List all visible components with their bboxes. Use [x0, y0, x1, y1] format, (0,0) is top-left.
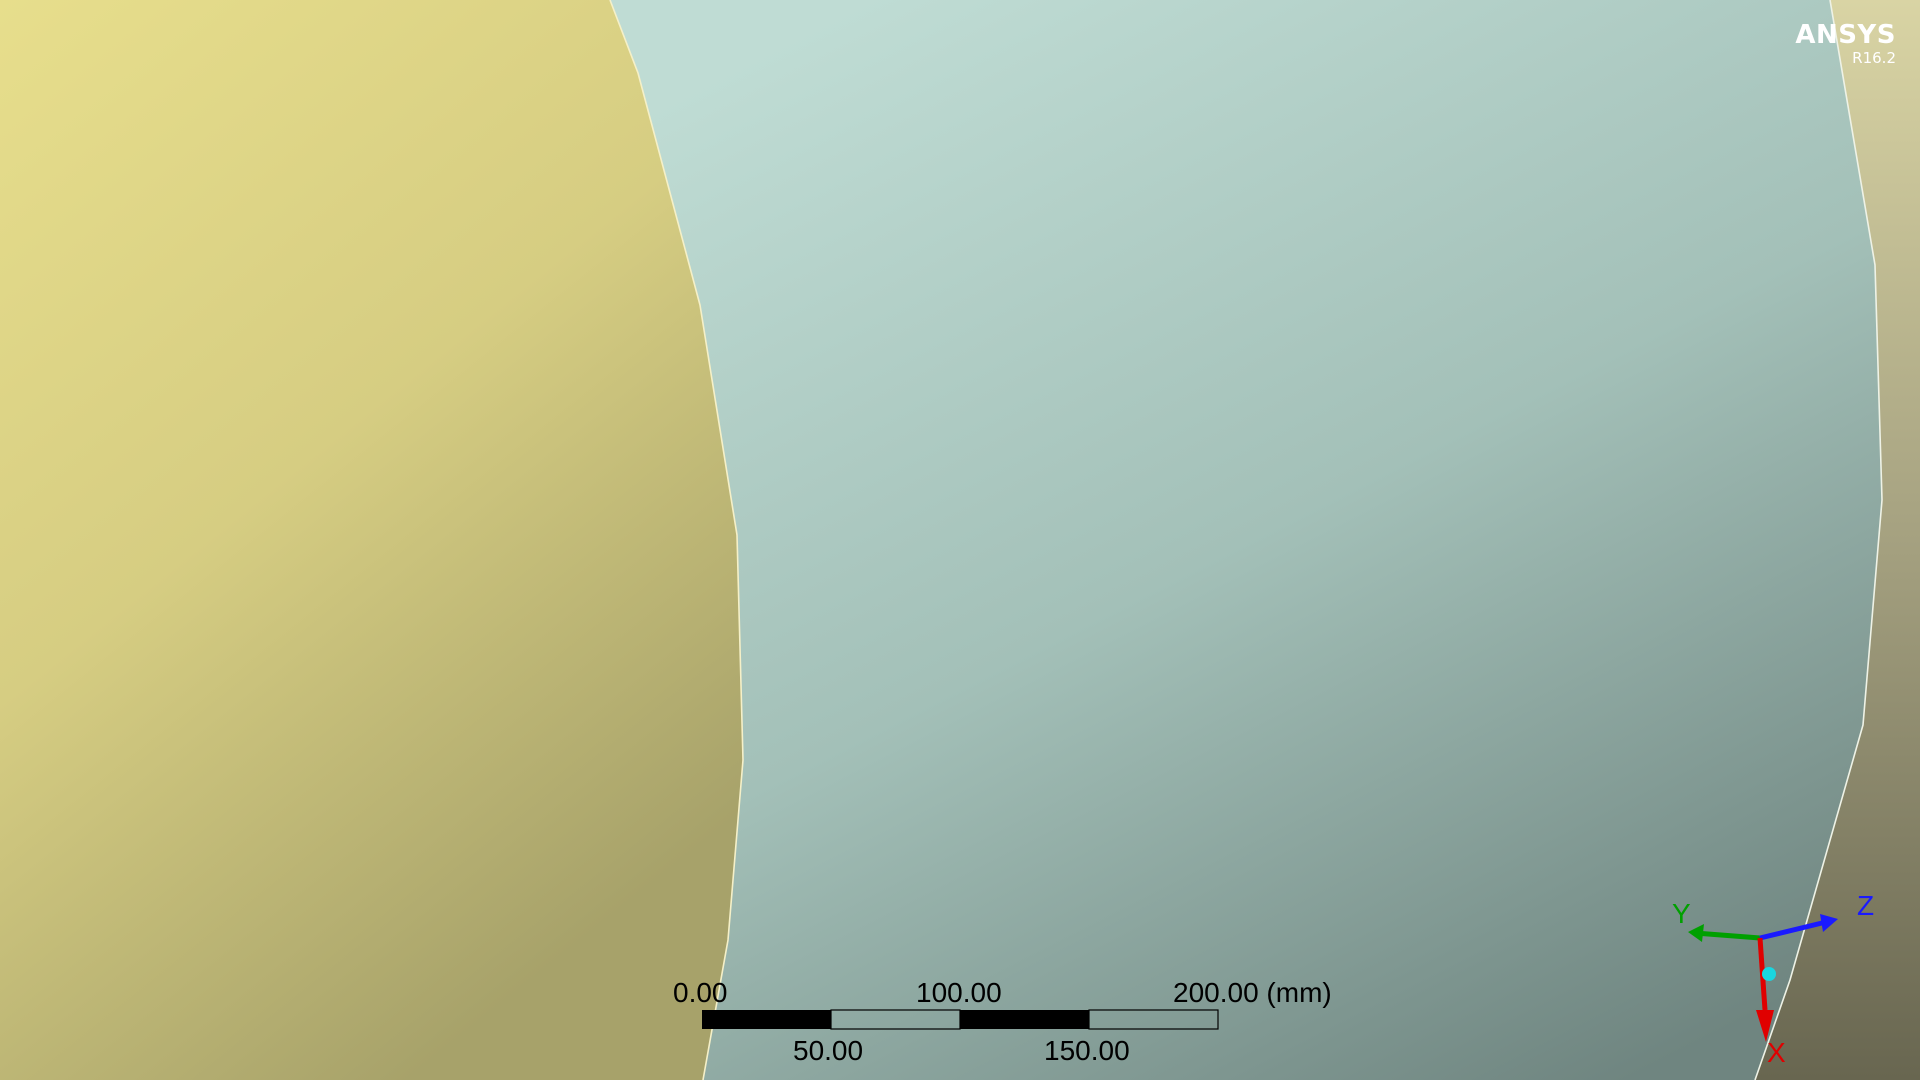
coordinate-triad[interactable]: Y Z X: [1650, 890, 1890, 1070]
scale-segment-4: [1088, 1009, 1219, 1030]
body-yellow[interactable]: [0, 0, 743, 1080]
scale-segment-1: [702, 1010, 831, 1029]
z-axis-label: Z: [1857, 890, 1874, 921]
scale-segment-3: [960, 1010, 1089, 1029]
edge-left: [609, 0, 744, 1080]
triad-origin-sphere[interactable]: [1762, 967, 1776, 981]
y-axis-arrow: [1688, 924, 1704, 942]
logo-version: R16.2: [1852, 49, 1896, 67]
z-axis-line: [1759, 920, 1823, 941]
body-right-olive[interactable]: [1755, 0, 1920, 1080]
scale-label-100: 100.00: [916, 977, 1002, 1008]
scale-label-50: 50.00: [793, 1035, 864, 1066]
scale-label-0: 0.00: [673, 977, 728, 1008]
scale-bar: [702, 1009, 1219, 1030]
edge-right: [1754, 0, 1883, 1080]
x-axis-label: X: [1767, 1037, 1786, 1068]
x-axis-arrow: [1756, 1010, 1774, 1042]
ansys-logo: ANSYS R16.2: [1795, 22, 1896, 66]
y-axis-line: [1694, 930, 1761, 941]
logo-brand: ANSYS: [1795, 20, 1896, 50]
y-axis-label: Y: [1672, 898, 1691, 929]
z-axis-arrow: [1820, 914, 1838, 932]
body-teal[interactable]: [610, 0, 1882, 1080]
scale-label-150: 150.00: [1044, 1035, 1130, 1066]
scale-label-200: 200.00 (mm): [1173, 977, 1332, 1008]
